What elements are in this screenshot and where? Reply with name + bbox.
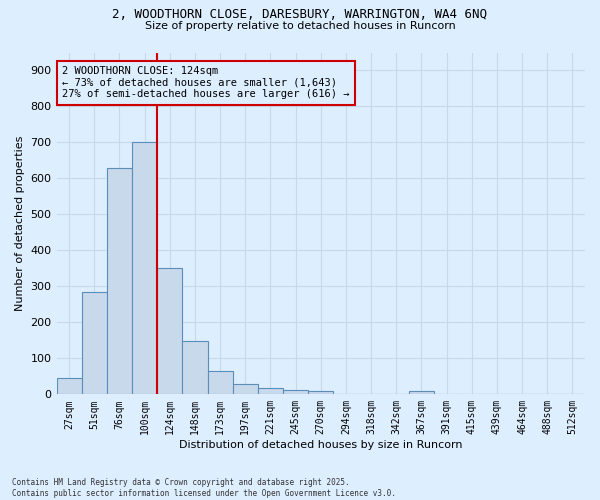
Text: Size of property relative to detached houses in Runcorn: Size of property relative to detached ho…	[145, 21, 455, 31]
Bar	[182, 341, 208, 394]
Bar	[132, 142, 157, 394]
Bar	[409, 392, 434, 394]
Text: Contains HM Land Registry data © Crown copyright and database right 2025.
Contai: Contains HM Land Registry data © Crown c…	[12, 478, 396, 498]
Bar	[107, 168, 132, 394]
Bar	[258, 388, 283, 394]
Text: 2, WOODTHORN CLOSE, DARESBURY, WARRINGTON, WA4 6NQ: 2, WOODTHORN CLOSE, DARESBURY, WARRINGTO…	[113, 8, 487, 20]
Text: 2 WOODTHORN CLOSE: 124sqm
← 73% of detached houses are smaller (1,643)
27% of se: 2 WOODTHORN CLOSE: 124sqm ← 73% of detac…	[62, 66, 349, 100]
Bar	[308, 392, 334, 394]
Bar	[56, 378, 82, 394]
Bar	[208, 371, 233, 394]
Y-axis label: Number of detached properties: Number of detached properties	[15, 136, 25, 311]
Bar	[283, 390, 308, 394]
Bar	[157, 268, 182, 394]
Bar	[233, 384, 258, 394]
Bar	[82, 292, 107, 394]
X-axis label: Distribution of detached houses by size in Runcorn: Distribution of detached houses by size …	[179, 440, 463, 450]
